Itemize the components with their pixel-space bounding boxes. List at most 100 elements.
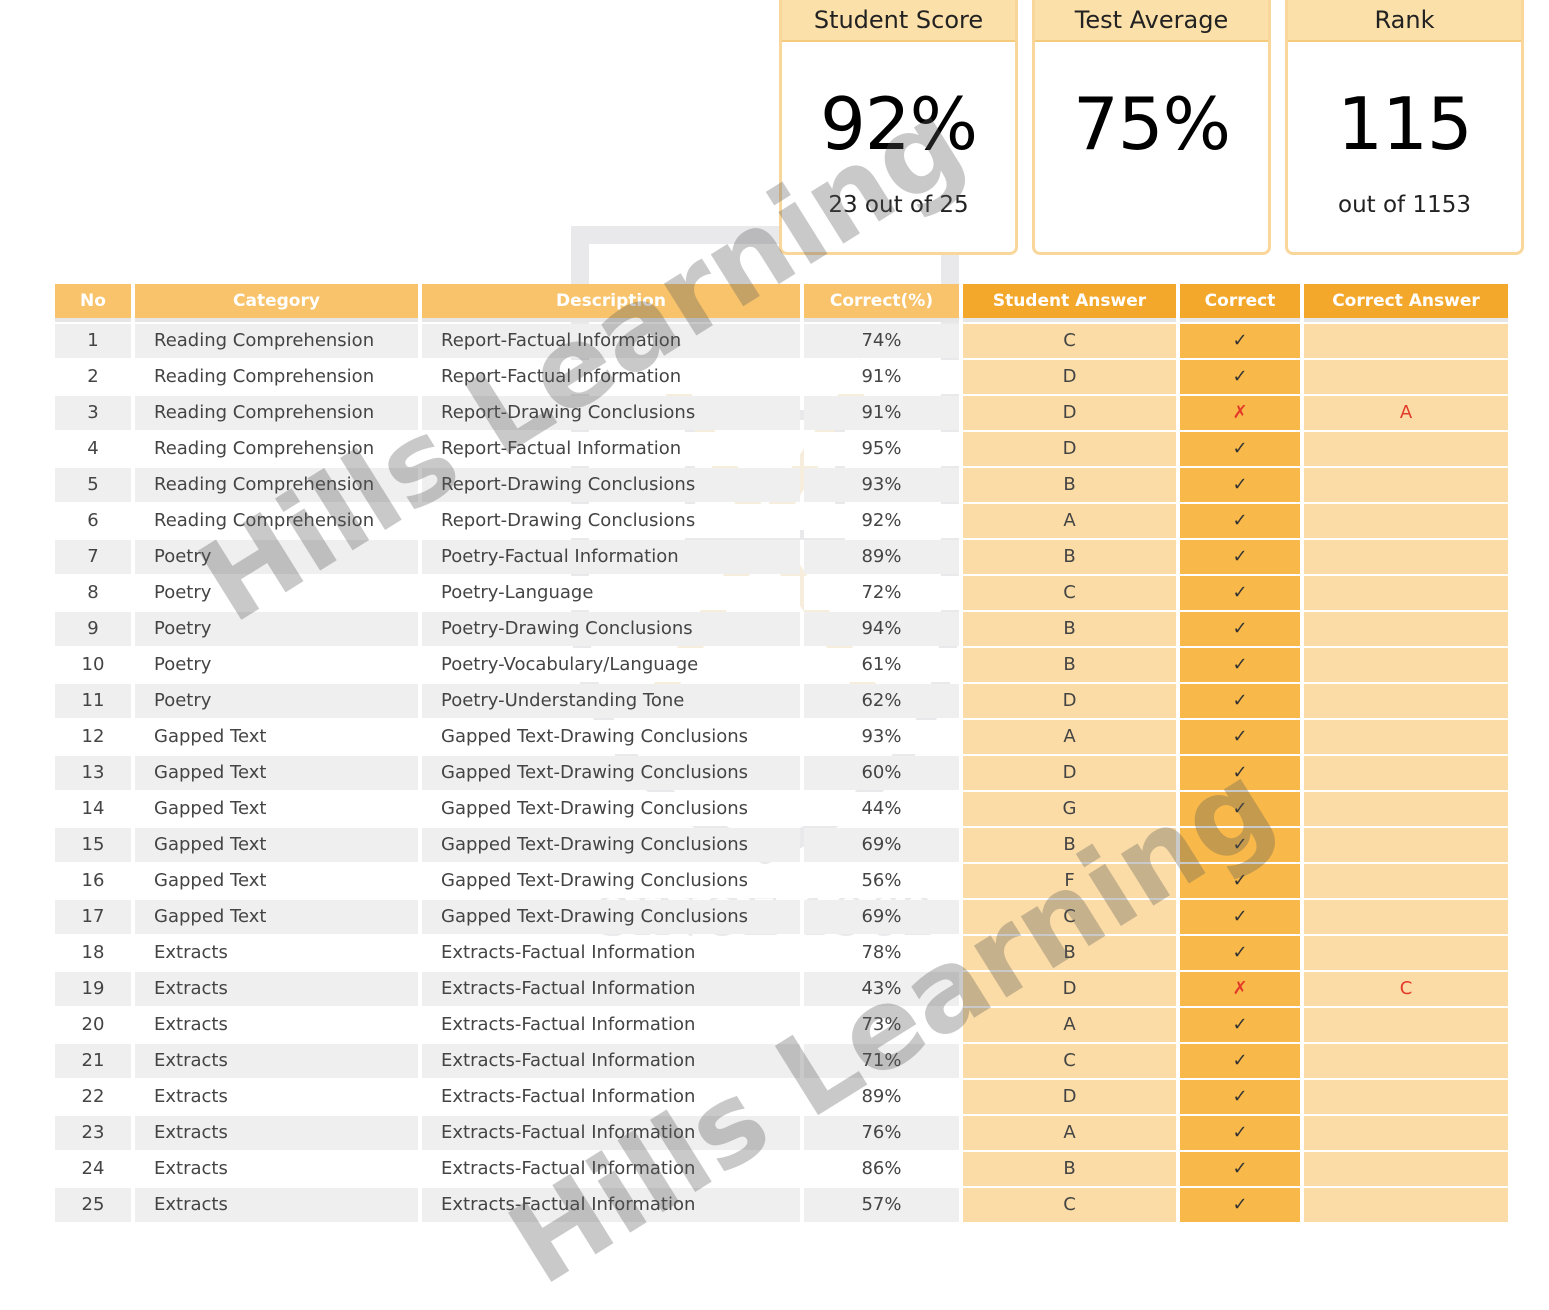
table-row: 10 Poetry Poetry-Vocabulary/Language 61% B ✓ bbox=[55, 648, 1508, 682]
row-correct-answer bbox=[1304, 576, 1508, 610]
row-category: Extracts bbox=[135, 1044, 418, 1078]
row-student-answer: D bbox=[963, 432, 1176, 466]
row-correct-answer bbox=[1304, 900, 1508, 934]
row-description: Gapped Text-Drawing Conclusions bbox=[422, 720, 800, 754]
table-header-row: No Category Description Correct(%) Stude… bbox=[55, 284, 1508, 322]
card-subtitle: out of 1153 bbox=[1338, 192, 1471, 218]
row-description: Extracts-Factual Information bbox=[422, 936, 800, 970]
row-student-answer: A bbox=[963, 1116, 1176, 1150]
row-correct-answer bbox=[1304, 468, 1508, 502]
row-number: 5 bbox=[55, 468, 131, 502]
table-row: 3 Reading Comprehension Report-Drawing Con… bbox=[55, 396, 1508, 430]
row-correct-percent: 71% bbox=[804, 1044, 959, 1078]
row-correct-percent: 73% bbox=[804, 1008, 959, 1042]
table-row: 2 Reading Comprehension Report-Factual Inf… bbox=[55, 360, 1508, 394]
table-row: 20 Extracts Extracts-Factual Information 73… bbox=[55, 1008, 1508, 1042]
row-category: Extracts bbox=[135, 1152, 418, 1186]
row-category: Reading Comprehension bbox=[135, 468, 418, 502]
row-description: Report-Factual Information bbox=[422, 432, 800, 466]
row-correct-percent: 86% bbox=[804, 1152, 959, 1186]
row-correct-answer bbox=[1304, 360, 1508, 394]
row-correct-answer bbox=[1304, 324, 1508, 358]
row-correct-mark: ✓ bbox=[1180, 504, 1300, 538]
table-row: 17 Gapped Text Gapped Text-Drawing Conclus… bbox=[55, 900, 1508, 934]
row-number: 13 bbox=[55, 756, 131, 790]
row-student-answer: A bbox=[963, 504, 1176, 538]
table-row: 23 Extracts Extracts-Factual Information 76… bbox=[55, 1116, 1508, 1150]
row-correct-mark: ✗ bbox=[1180, 396, 1300, 430]
row-number: 6 bbox=[55, 504, 131, 538]
row-category: Poetry bbox=[135, 612, 418, 646]
row-student-answer: A bbox=[963, 720, 1176, 754]
row-correct-answer bbox=[1304, 1080, 1508, 1114]
row-correct-percent: 72% bbox=[804, 576, 959, 610]
row-correct-mark: ✓ bbox=[1180, 756, 1300, 790]
table-row: 5 Reading Comprehension Report-Drawing Con… bbox=[55, 468, 1508, 502]
table-row: 13 Gapped Text Gapped Text-Drawing Conclus… bbox=[55, 756, 1508, 790]
row-number: 3 bbox=[55, 396, 131, 430]
row-correct-percent: 92% bbox=[804, 504, 959, 538]
row-correct-percent: 62% bbox=[804, 684, 959, 718]
row-correct-percent: 60% bbox=[804, 756, 959, 790]
row-category: Reading Comprehension bbox=[135, 504, 418, 538]
row-student-answer: C bbox=[963, 1188, 1176, 1222]
row-correct-mark: ✓ bbox=[1180, 900, 1300, 934]
row-correct-mark: ✓ bbox=[1180, 612, 1300, 646]
row-correct-mark: ✓ bbox=[1180, 936, 1300, 970]
row-student-answer: D bbox=[963, 1080, 1176, 1114]
row-description: Extracts-Factual Information bbox=[422, 1152, 800, 1186]
row-correct-answer bbox=[1304, 504, 1508, 538]
header-category: Category bbox=[135, 284, 418, 322]
row-correct-percent: 78% bbox=[804, 936, 959, 970]
row-description: Report-Factual Information bbox=[422, 360, 800, 394]
row-correct-mark: ✓ bbox=[1180, 828, 1300, 862]
row-description: Report-Drawing Conclusions bbox=[422, 396, 800, 430]
row-number: 19 bbox=[55, 972, 131, 1006]
table-row: 22 Extracts Extracts-Factual Information 89… bbox=[55, 1080, 1508, 1114]
row-correct-answer bbox=[1304, 756, 1508, 790]
row-number: 18 bbox=[55, 936, 131, 970]
student-score-card: Student Score 92% 23 out of 25 bbox=[779, 0, 1018, 255]
row-category: Reading Comprehension bbox=[135, 396, 418, 430]
row-number: 22 bbox=[55, 1080, 131, 1114]
row-student-answer: G bbox=[963, 792, 1176, 826]
card-title: Rank bbox=[1288, 0, 1521, 42]
row-category: Reading Comprehension bbox=[135, 360, 418, 394]
row-correct-mark: ✓ bbox=[1180, 1116, 1300, 1150]
row-number: 8 bbox=[55, 576, 131, 610]
rank-card: Rank 115 out of 1153 bbox=[1285, 0, 1524, 255]
row-correct-answer bbox=[1304, 792, 1508, 826]
row-student-answer: D bbox=[963, 972, 1176, 1006]
table-row: 11 Poetry Poetry-Understanding Tone 62% D ✓ bbox=[55, 684, 1508, 718]
results-table: No Category Description Correct(%) Stude… bbox=[51, 282, 1512, 1224]
row-student-answer: B bbox=[963, 612, 1176, 646]
row-correct-answer bbox=[1304, 684, 1508, 718]
row-number: 1 bbox=[55, 324, 131, 358]
row-correct-percent: 89% bbox=[804, 1080, 959, 1114]
row-category: Extracts bbox=[135, 1188, 418, 1222]
row-number: 16 bbox=[55, 864, 131, 898]
row-correct-answer bbox=[1304, 1188, 1508, 1222]
row-description: Poetry-Factual Information bbox=[422, 540, 800, 574]
row-correct-answer bbox=[1304, 936, 1508, 970]
row-correct-percent: 56% bbox=[804, 864, 959, 898]
header-correct: Correct bbox=[1180, 284, 1300, 322]
row-correct-mark: ✓ bbox=[1180, 432, 1300, 466]
row-correct-mark: ✓ bbox=[1180, 468, 1300, 502]
row-category: Gapped Text bbox=[135, 720, 418, 754]
row-correct-percent: 74% bbox=[804, 324, 959, 358]
header-correct-answer: Correct Answer bbox=[1304, 284, 1508, 322]
row-correct-mark: ✓ bbox=[1180, 1080, 1300, 1114]
row-description: Gapped Text-Drawing Conclusions bbox=[422, 828, 800, 862]
row-student-answer: B bbox=[963, 936, 1176, 970]
row-student-answer: F bbox=[963, 864, 1176, 898]
row-number: 11 bbox=[55, 684, 131, 718]
row-student-answer: B bbox=[963, 648, 1176, 682]
row-correct-answer bbox=[1304, 1044, 1508, 1078]
table-row: 6 Reading Comprehension Report-Drawing Con… bbox=[55, 504, 1508, 538]
row-number: 23 bbox=[55, 1116, 131, 1150]
row-description: Gapped Text-Drawing Conclusions bbox=[422, 900, 800, 934]
row-category: Poetry bbox=[135, 648, 418, 682]
row-correct-answer bbox=[1304, 540, 1508, 574]
row-description: Report-Drawing Conclusions bbox=[422, 504, 800, 538]
